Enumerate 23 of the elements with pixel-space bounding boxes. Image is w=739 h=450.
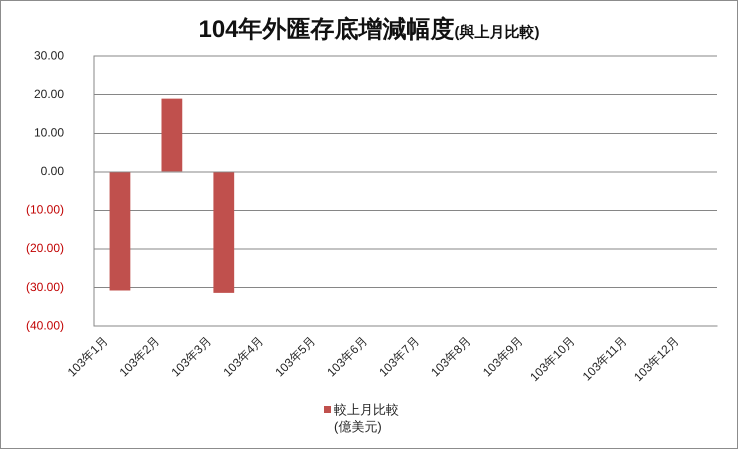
x-tick-label: 103年6月	[324, 334, 370, 380]
x-tick-label: 103年7月	[376, 334, 422, 380]
x-tick-label: 103年10月	[527, 334, 578, 384]
y-tick-label: 30.00	[34, 48, 64, 63]
x-tick-label: 103年8月	[428, 334, 474, 380]
x-tick-label: 103年11月	[580, 334, 630, 384]
y-tick-label: (20.00)	[26, 241, 64, 256]
x-tick-label: 103年9月	[480, 334, 526, 380]
y-tick-label: (10.00)	[26, 202, 64, 217]
x-tick-label: 103年1月	[64, 334, 110, 380]
legend-label: 較上月比較 (億美元)	[334, 401, 400, 435]
y-tick-label: 20.00	[34, 87, 64, 102]
x-tick-label: 103年12月	[631, 334, 682, 384]
y-tick-label: (30.00)	[26, 280, 64, 294]
y-tick-label: 0.00	[40, 164, 64, 178]
chart-subtitle: (與上月比較)	[454, 24, 540, 41]
chart-title: 104年外匯存底增減幅度	[198, 16, 455, 43]
x-tick-label: 103年4月	[220, 334, 266, 380]
y-tick-label: 10.00	[34, 126, 64, 140]
x-tick-label: 103年5月	[272, 334, 318, 380]
y-tick-label: (40.00)	[26, 318, 64, 332]
x-tick-label: 103年2月	[116, 334, 162, 380]
x-tick-label: 103年3月	[168, 334, 214, 380]
